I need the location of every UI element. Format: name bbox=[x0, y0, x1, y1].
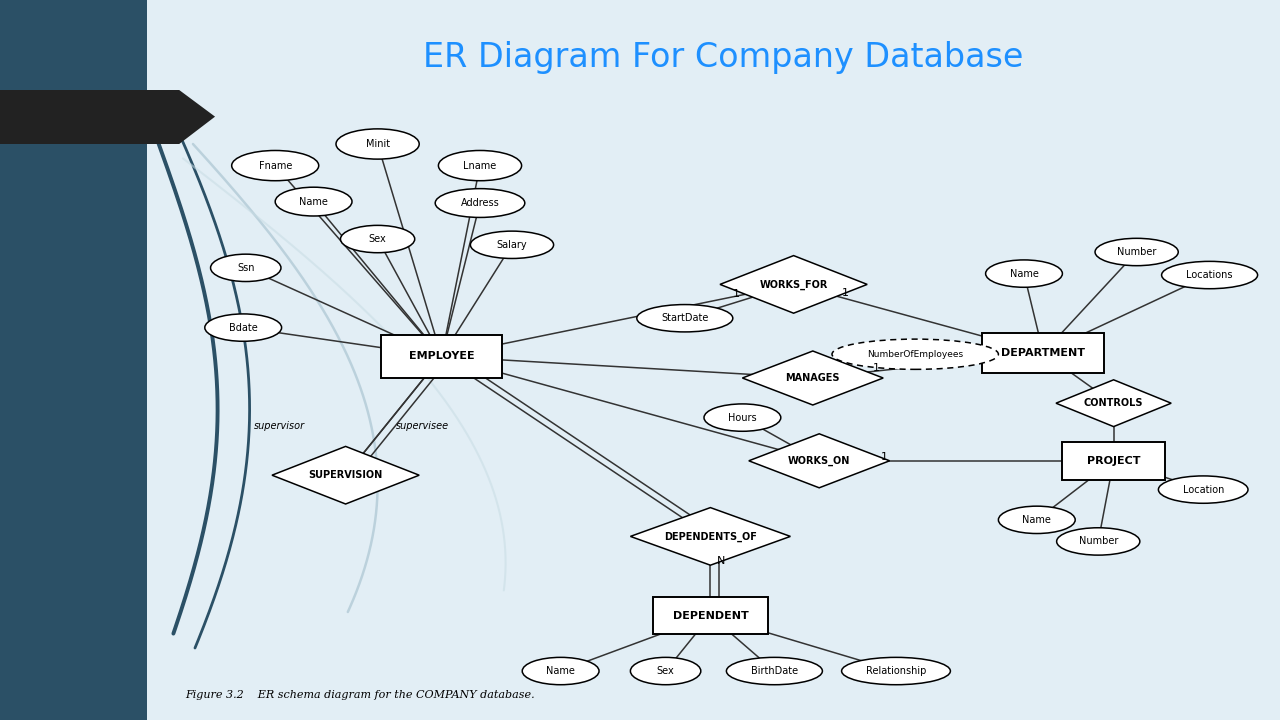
Polygon shape bbox=[742, 351, 883, 405]
Polygon shape bbox=[273, 446, 420, 504]
Text: Number: Number bbox=[1117, 247, 1156, 257]
Ellipse shape bbox=[1057, 528, 1139, 555]
Ellipse shape bbox=[340, 225, 415, 253]
Polygon shape bbox=[631, 508, 791, 565]
Ellipse shape bbox=[704, 404, 781, 431]
Ellipse shape bbox=[630, 657, 701, 685]
Polygon shape bbox=[749, 433, 890, 488]
Text: Sex: Sex bbox=[657, 666, 675, 676]
Ellipse shape bbox=[335, 129, 420, 159]
Text: Lname: Lname bbox=[463, 161, 497, 171]
Text: Sex: Sex bbox=[369, 234, 387, 244]
Text: supervisee: supervisee bbox=[396, 421, 449, 431]
Text: DEPENDENTS_OF: DEPENDENTS_OF bbox=[664, 531, 756, 541]
Ellipse shape bbox=[205, 314, 282, 341]
Text: Salary: Salary bbox=[497, 240, 527, 250]
Ellipse shape bbox=[522, 657, 599, 685]
FancyBboxPatch shape bbox=[983, 333, 1103, 373]
Ellipse shape bbox=[727, 657, 823, 685]
Polygon shape bbox=[719, 256, 868, 313]
Ellipse shape bbox=[832, 339, 998, 369]
Ellipse shape bbox=[210, 254, 282, 282]
Text: BirthDate: BirthDate bbox=[751, 666, 797, 676]
Text: DEPENDENT: DEPENDENT bbox=[672, 611, 749, 621]
Text: Hours: Hours bbox=[728, 413, 756, 423]
Text: StartDate: StartDate bbox=[660, 313, 709, 323]
Ellipse shape bbox=[998, 506, 1075, 534]
Text: Name: Name bbox=[547, 666, 575, 676]
Ellipse shape bbox=[435, 189, 525, 217]
Text: 1: 1 bbox=[733, 289, 740, 299]
Ellipse shape bbox=[1096, 238, 1179, 266]
Text: ER Diagram For Company Database: ER Diagram For Company Database bbox=[422, 41, 1024, 74]
FancyBboxPatch shape bbox=[381, 335, 502, 378]
Text: Relationship: Relationship bbox=[865, 666, 927, 676]
Text: CONTROLS: CONTROLS bbox=[1084, 398, 1143, 408]
Text: Address: Address bbox=[461, 198, 499, 208]
Text: Name: Name bbox=[1010, 269, 1038, 279]
Ellipse shape bbox=[1158, 476, 1248, 503]
Text: 1: 1 bbox=[881, 452, 888, 462]
Text: SUPERVISION: SUPERVISION bbox=[308, 470, 383, 480]
Text: Ssn: Ssn bbox=[237, 263, 255, 273]
Ellipse shape bbox=[986, 260, 1062, 287]
Text: supervisor: supervisor bbox=[253, 421, 305, 431]
Text: NumberOfEmployees: NumberOfEmployees bbox=[867, 350, 964, 359]
Ellipse shape bbox=[637, 305, 733, 332]
Polygon shape bbox=[0, 90, 215, 144]
Text: Figure 3.2    ER schema diagram for the COMPANY database.: Figure 3.2 ER schema diagram for the COM… bbox=[186, 690, 535, 700]
FancyBboxPatch shape bbox=[653, 597, 768, 634]
Text: N: N bbox=[717, 556, 724, 565]
Text: Locations: Locations bbox=[1187, 270, 1233, 280]
Ellipse shape bbox=[1162, 261, 1257, 289]
Text: DEPARTMENT: DEPARTMENT bbox=[1001, 348, 1085, 358]
Text: Location: Location bbox=[1183, 485, 1224, 495]
Text: MANAGES: MANAGES bbox=[786, 373, 840, 383]
Text: Fname: Fname bbox=[259, 161, 292, 171]
Text: WORKS_ON: WORKS_ON bbox=[788, 456, 850, 466]
FancyBboxPatch shape bbox=[147, 0, 1280, 720]
Text: 1: 1 bbox=[873, 363, 881, 373]
Ellipse shape bbox=[275, 187, 352, 216]
FancyBboxPatch shape bbox=[1062, 442, 1165, 480]
Ellipse shape bbox=[471, 231, 554, 258]
Polygon shape bbox=[1056, 379, 1171, 426]
Text: Minit: Minit bbox=[366, 139, 389, 149]
Ellipse shape bbox=[842, 657, 950, 685]
Ellipse shape bbox=[232, 150, 319, 181]
Text: PROJECT: PROJECT bbox=[1087, 456, 1140, 466]
FancyBboxPatch shape bbox=[0, 0, 147, 720]
Ellipse shape bbox=[438, 150, 522, 181]
Text: WORKS_FOR: WORKS_FOR bbox=[759, 279, 828, 289]
Text: EMPLOYEE: EMPLOYEE bbox=[408, 351, 475, 361]
Text: Name: Name bbox=[300, 197, 328, 207]
Text: Name: Name bbox=[1023, 515, 1051, 525]
Text: Bdate: Bdate bbox=[229, 323, 257, 333]
Text: Number: Number bbox=[1079, 536, 1117, 546]
Text: 1: 1 bbox=[841, 288, 849, 298]
